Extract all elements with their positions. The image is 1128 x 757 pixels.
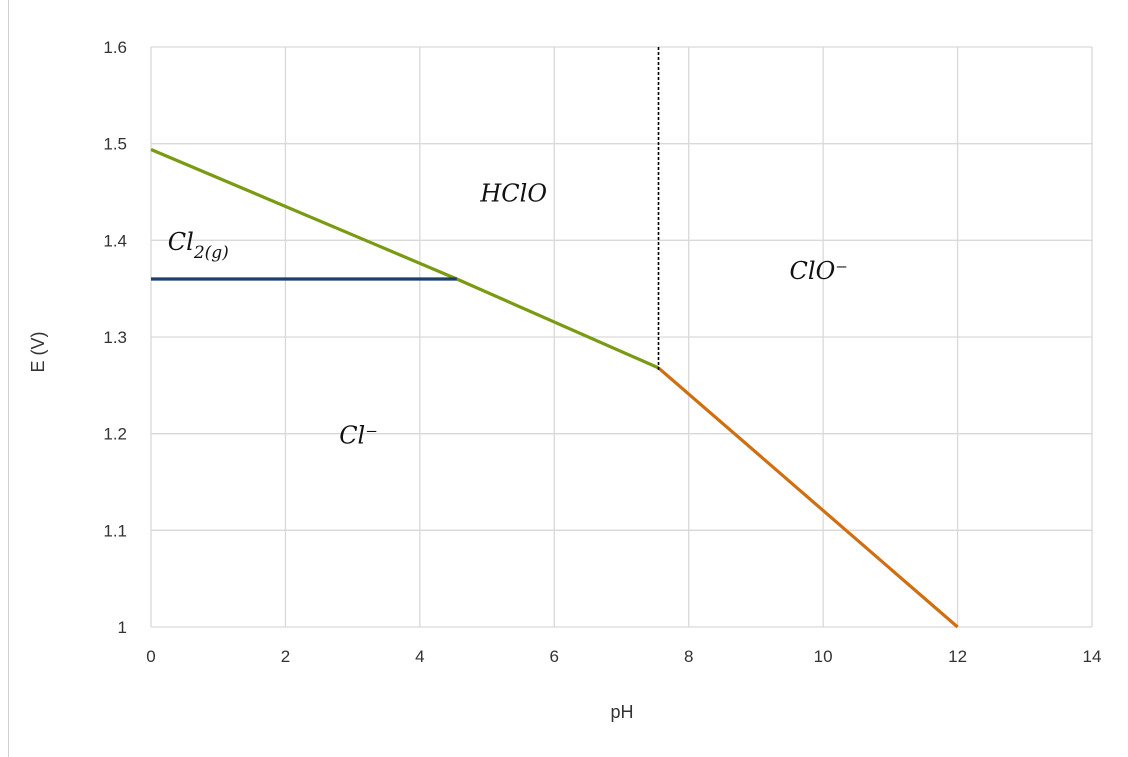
x-tick-label: 8 xyxy=(684,647,693,666)
x-tick-label: 0 xyxy=(146,647,155,666)
x-tick-label: 12 xyxy=(948,647,967,666)
series-line-2 xyxy=(657,366,959,629)
region-label: Cl2(g) xyxy=(168,228,229,263)
grid xyxy=(150,46,1093,628)
y-tick-label: 1.1 xyxy=(103,521,127,540)
y-tick-label: 1.3 xyxy=(103,328,127,347)
region-label: HClO xyxy=(479,180,547,208)
y-tick-label: 1.5 xyxy=(103,135,127,154)
x-tick-label: 4 xyxy=(415,647,424,666)
x-tick-label: 14 xyxy=(1083,647,1102,666)
y-axis-ticks: 1 1.1 1.2 1.3 1.4 1.5 1.6 xyxy=(103,38,127,637)
x-axis-ticks: 0 2 4 6 8 10 12 14 xyxy=(146,647,1101,666)
series-lines xyxy=(150,47,959,629)
y-tick-label: 1.6 xyxy=(103,38,127,57)
region-label: Cl⁻ xyxy=(339,421,378,449)
y-tick-label: 1.2 xyxy=(103,425,127,444)
y-tick-label: 1 xyxy=(118,618,127,637)
left-frame-border xyxy=(8,0,9,757)
x-tick-label: 2 xyxy=(281,647,290,666)
y-axis-title: E (V) xyxy=(28,331,48,372)
x-tick-label: 10 xyxy=(814,647,833,666)
region-label: ClO⁻ xyxy=(790,257,848,285)
region-labels: HClO Cl2(g) ClO⁻ Cl⁻ xyxy=(168,180,848,450)
y-tick-label: 1.4 xyxy=(103,231,127,250)
x-tick-label: 6 xyxy=(550,647,559,666)
x-axis-title: pH xyxy=(610,702,633,722)
